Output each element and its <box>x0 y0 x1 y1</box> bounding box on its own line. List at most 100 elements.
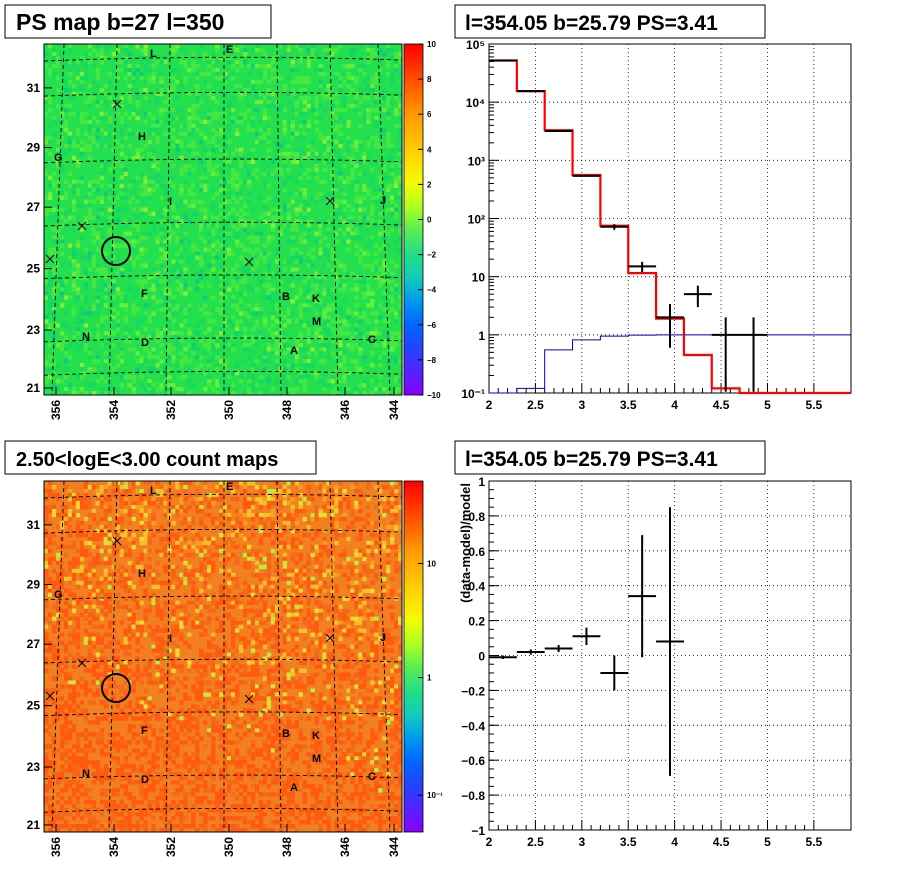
y-tick-label: −1 <box>471 824 485 838</box>
y-tick-label: −0.4 <box>461 719 485 733</box>
map-label-n: N <box>82 768 90 780</box>
map-y-tick-label: 29 <box>27 578 41 592</box>
map-label-n: N <box>82 331 90 343</box>
map-x-tick-label: 352 <box>164 400 178 420</box>
map-label-l: L <box>150 48 157 60</box>
map-y-tick-label: 21 <box>27 818 41 832</box>
x-tick-label: 5.5 <box>806 398 823 412</box>
map-label-f: F <box>141 725 148 737</box>
x-tick-label: 4.5 <box>713 398 730 412</box>
map-grid-meridian <box>377 480 391 833</box>
source-marker <box>45 254 55 264</box>
map-grid-parallel <box>43 56 403 62</box>
map-grid-parallel <box>43 221 403 227</box>
y-tick-label: −0.8 <box>461 789 485 803</box>
residual-panel: l=354.05 b=25.79 PS=3.41 2 2.5 3 3.5 4 4.5 5 5.… <box>454 440 852 849</box>
map-label-m: M <box>312 316 321 328</box>
model-red-line <box>489 59 851 395</box>
colorbar-tick-label: 2 <box>427 180 432 189</box>
source-marker <box>244 257 254 267</box>
map-label-f: F <box>141 288 148 300</box>
x-tick-label: 5 <box>764 398 771 412</box>
spectrum-title: l=354.05 b=25.79 PS=3.41 <box>465 12 718 35</box>
map-y-tick-label: 25 <box>27 699 41 713</box>
map-y-tick-label: 27 <box>27 637 41 651</box>
source-marker <box>77 221 87 231</box>
colorbar-tick-label: 10 <box>427 40 436 49</box>
map-x-tick-label: 354 <box>107 837 121 857</box>
y-tick-label: 1 <box>478 329 485 343</box>
target-circle <box>101 236 131 266</box>
residual-title: l=354.05 b=25.79 PS=3.41 <box>465 448 718 471</box>
source-marker <box>112 99 122 109</box>
count-map-title: 2.50<logE<3.00 count maps <box>16 449 278 471</box>
map-grid-meridian <box>377 43 391 396</box>
map-grid-meridian <box>165 480 171 833</box>
map-x-tick-label: 356 <box>49 837 63 857</box>
x-tick-label: 3.5 <box>620 398 637 412</box>
map-grid-parallel <box>43 337 403 343</box>
map-y-tick-label: 27 <box>27 200 41 214</box>
map-grid-parallel <box>43 658 403 664</box>
map-grid-parallel <box>43 91 403 97</box>
y-tick-label: 0.8 <box>468 510 485 524</box>
map-grid-parallel <box>43 528 403 534</box>
map-label-g: G <box>54 152 63 164</box>
ps-map-colorbar: 10 8 6 4 2 0 −2 −4 −6 −8 −10 <box>403 40 441 400</box>
colorbar-tick-label: −8 <box>427 356 437 365</box>
x-tick-label: 3.5 <box>620 835 637 849</box>
map-grid-meridian <box>51 480 65 833</box>
residual-plot: 2 2.5 3 3.5 4 4.5 5 5.5 −1 −0.8 −0.6 −0.4 −0.2 0 0.2 0.… <box>458 475 852 849</box>
map-label-c: C <box>368 334 376 346</box>
map-x-tick-label: 350 <box>222 400 236 420</box>
x-tick-label: 3 <box>578 835 585 849</box>
x-tick-label: 4.5 <box>713 835 730 849</box>
y-tick-label: 10⁵ <box>466 38 485 52</box>
map-label-m: M <box>312 753 321 765</box>
x-tick-label: 4 <box>671 835 678 849</box>
map-label-k: K <box>312 730 320 742</box>
colorbar-tick-label: 6 <box>427 110 432 119</box>
count-map-title-box <box>4 440 317 475</box>
colorbar-tick-label: −2 <box>427 251 437 260</box>
map-frame <box>43 480 403 833</box>
map-label-l: L <box>150 485 157 497</box>
ps-map-plot: L E H G I J F B KM N D C A 356 354 352 350 348 346 344 21 23 2… <box>27 43 403 420</box>
source-marker <box>77 658 87 668</box>
map-grid-meridian <box>276 43 282 396</box>
x-tick-label: 2 <box>486 398 493 412</box>
map-y-tick-label: 25 <box>27 262 41 276</box>
map-grid-meridian <box>165 43 171 396</box>
map-label-j: J <box>380 632 386 644</box>
map-x-tick-label: 346 <box>338 400 352 420</box>
map-label-e: E <box>226 44 233 56</box>
map-grid-parallel <box>43 711 403 717</box>
count-map-plot: L E H G I J F B KM N D C A 356 354 352 350 348 346 344 21 23 2… <box>27 480 403 857</box>
map-label-c: C <box>368 771 376 783</box>
map-label-j: J <box>380 195 386 207</box>
colorbar-tick-label: −10 <box>427 391 441 400</box>
map-x-tick-label: 344 <box>387 837 401 857</box>
map-label-a: A <box>290 345 298 357</box>
map-y-tick-label: 31 <box>27 81 41 95</box>
map-grid-parallel <box>43 595 403 601</box>
map-grid-parallel <box>43 158 403 164</box>
x-tick-label: 3 <box>578 398 585 412</box>
map-y-tick-label: 29 <box>27 141 41 155</box>
y-tick-label: 0.2 <box>468 615 485 629</box>
map-frame <box>43 43 403 396</box>
colorbar-gradient <box>403 480 424 833</box>
map-y-tick-label: 23 <box>27 323 41 337</box>
map-label-i: I <box>169 196 172 208</box>
y-tick-label: 10⁻¹ <box>461 387 485 401</box>
map-y-tick-label: 21 <box>27 381 41 395</box>
y-tick-label: 10³ <box>468 154 485 168</box>
colorbar-tick-label: 10⁻¹ <box>427 791 443 800</box>
count-map-colorbar: 10 1 10⁻¹ <box>403 480 443 833</box>
map-label-k: K <box>312 293 320 305</box>
x-tick-label: 4 <box>671 398 678 412</box>
count-map-panel: 2.50<logE<3.00 count maps L E H G I J F B KM N D C A… <box>4 440 443 857</box>
y-tick-label: 10² <box>468 213 485 227</box>
map-grid-meridian <box>276 480 282 833</box>
